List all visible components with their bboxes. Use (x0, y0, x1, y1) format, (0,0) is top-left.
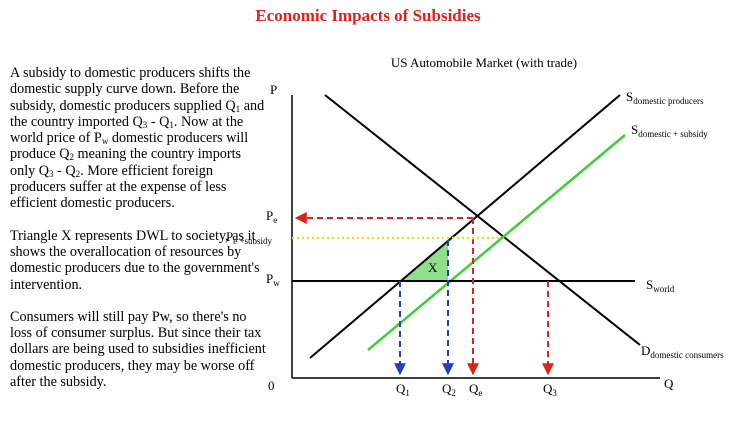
subscript: w (101, 136, 109, 147)
curve-label-main: S (626, 89, 633, 104)
paragraph-text: A subsidy to domestic producers shifts t… (10, 65, 251, 114)
quantity-label-sub: e (478, 388, 482, 398)
subscript: 3 (49, 168, 54, 179)
paragraph-text: domestic producers will produce Q (10, 130, 249, 163)
quantity-label: Q3 (543, 381, 557, 398)
price-label: Pe (266, 208, 277, 225)
quantity-label: Q1 (396, 381, 410, 398)
curve-label-sub: world (653, 284, 674, 294)
paragraph-text: - Q (53, 162, 76, 179)
subscript: 1 (235, 103, 241, 114)
price-label: Pw (266, 271, 280, 288)
price-label-sub: e +subsidy (233, 236, 272, 246)
paragraph-text: . More efficient foreign producers suffe… (10, 162, 227, 212)
curve-label-main: S (631, 122, 638, 137)
x-axis-label: Q (664, 376, 674, 391)
curve-label-main: S (646, 277, 653, 292)
paragraph-text: Consumers will still pay Pw, so there's … (10, 308, 266, 391)
slide-title: Economic Impacts of Subsidies (255, 6, 481, 25)
curve-label-main: D (641, 343, 650, 358)
triangle-label: X (428, 260, 438, 275)
price-label-sub: e (273, 215, 277, 225)
quantity-label-sub: 2 (451, 388, 456, 398)
y-axis-label: P (270, 82, 277, 97)
diagram-title: US Automobile Market (with trade) (391, 55, 577, 70)
paragraph: A subsidy to domestic producers shifts t… (10, 65, 268, 212)
origin-label: 0 (268, 378, 275, 393)
curve-label-sub: domestic producers (633, 96, 704, 106)
curve-label-sub: domestic + subsidy (638, 129, 708, 139)
paragraph-text: and the country imported Q (10, 97, 265, 130)
quantity-label-sub: 3 (552, 388, 557, 398)
geometry (291, 94, 660, 379)
subsidy-supply (367, 134, 626, 351)
subscript: 2 (75, 168, 81, 179)
price-label-sub: w (273, 278, 280, 288)
paragraph-text: . Now at the world price of P (10, 113, 244, 147)
curve-label: Ddomestic consumers (641, 343, 724, 360)
domestic-supply (309, 94, 621, 359)
quantity-label: Q2 (442, 381, 456, 398)
curve-label: Sworld (646, 277, 675, 294)
curve-label-sub: domestic consumers (650, 350, 724, 360)
price-label: Pe +subsidy (226, 229, 273, 246)
paragraph-text: - Q (147, 113, 170, 130)
quantity-label-main: Q (543, 381, 553, 396)
quantity-label-sub: 1 (405, 388, 410, 398)
subscript: 1 (169, 119, 174, 130)
subscript: 2 (69, 152, 75, 163)
paragraph: Consumers will still pay Pw, so there's … (10, 309, 268, 390)
explanation: A subsidy to domestic producers shifts t… (10, 65, 268, 406)
price-label-main: P (266, 271, 273, 286)
price-label-main: P (266, 208, 273, 223)
price-label-main: P (226, 229, 233, 244)
quantity-label-main: Q (396, 381, 406, 396)
quantity-label-main: Q (469, 381, 479, 396)
paragraph-text: Triangle X represents DWL to society, as… (10, 227, 260, 293)
curve-label: Sdomestic producers (626, 89, 704, 106)
quantity-label-main: Q (442, 381, 452, 396)
quantity-label: Qe (469, 381, 482, 398)
paragraph-text: meaning the country imports only Q (10, 146, 242, 179)
domestic-demand (324, 94, 641, 346)
paragraph: Triangle X represents DWL to society, as… (10, 228, 268, 293)
curve-label: Sdomestic + subsidy (631, 122, 708, 139)
subscript: 3 (142, 119, 148, 130)
